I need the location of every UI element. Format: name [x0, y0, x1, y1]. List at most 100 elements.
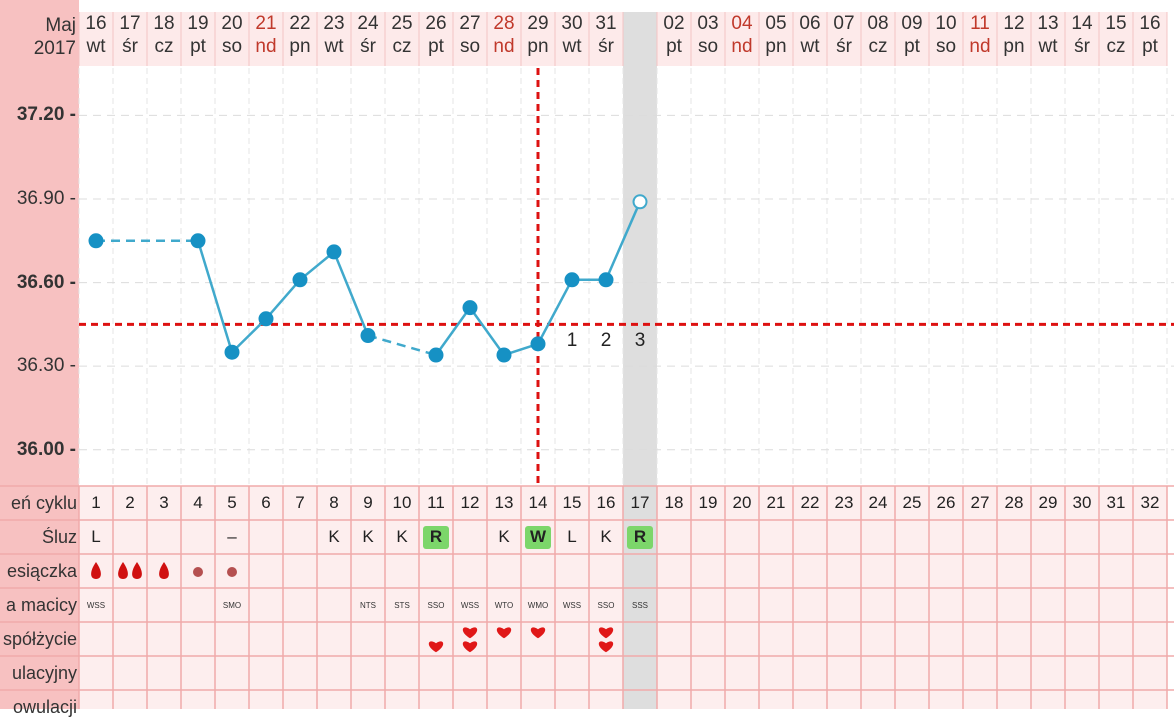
y-tick-label: 36.00 -	[16, 438, 76, 460]
date-day-number: 02	[663, 13, 685, 34]
table-cell-bg	[1065, 656, 1099, 690]
table-cell-bg	[113, 690, 147, 709]
table-cell-bg	[385, 690, 419, 709]
table-cell-bg	[861, 486, 895, 520]
table-cell-bg	[589, 520, 623, 554]
menstruation-drop-icon	[159, 562, 169, 579]
table-cell-bg	[79, 520, 113, 554]
menstruation-drop-icon	[132, 562, 142, 579]
table-cell-bg	[79, 486, 113, 520]
cycle-day-number: 14	[528, 493, 548, 512]
temperature-point	[530, 336, 546, 352]
table-cell-bg	[963, 554, 997, 588]
cycle-day-number: 23	[834, 493, 854, 512]
table-cell-bg	[283, 554, 317, 588]
date-day-number: 21	[255, 13, 277, 34]
table-cell-bg	[895, 554, 929, 588]
spotting-dot	[193, 567, 203, 577]
date-weekday: nd	[255, 36, 277, 57]
date-day-number: 04	[731, 13, 753, 34]
cycle-day-number: 30	[1072, 493, 1092, 512]
table-cell-bg	[861, 554, 895, 588]
date-day-number: 17	[119, 13, 141, 34]
mucus-value: L	[567, 527, 577, 546]
table-cell-bg	[963, 622, 997, 656]
heart-icon	[462, 641, 478, 653]
table-cell-bg	[963, 690, 997, 709]
table-cell-bg	[1065, 486, 1099, 520]
post-ovulation-count: 2	[600, 330, 612, 352]
temperature-line	[536, 279, 574, 345]
mucus-highlight	[423, 526, 449, 549]
date-header-cell: 19 pt	[181, 12, 215, 66]
table-cell-bg	[861, 690, 895, 709]
table-cell-bg	[181, 520, 215, 554]
table-cell-bg	[1031, 520, 1065, 554]
cycle-day-number: 12	[460, 493, 480, 512]
table-cell-bg	[759, 554, 793, 588]
table-cell-bg	[317, 656, 351, 690]
table-cell-bg	[997, 622, 1031, 656]
date-header-cell: 25 cz	[385, 12, 419, 66]
temperature-point-open	[632, 194, 648, 210]
table-cell-bg	[147, 690, 181, 709]
date-day-number: 16	[1139, 13, 1161, 34]
date-weekday: śr	[360, 36, 376, 57]
date-day-number: 13	[1037, 13, 1059, 34]
temperature-line	[332, 251, 370, 336]
y-tick-label: 36.60 -	[16, 271, 76, 293]
cycle-day-number: 18	[664, 493, 684, 512]
table-cell-bg	[657, 690, 691, 709]
table-cell-bg	[997, 690, 1031, 709]
date-weekday: nd	[731, 36, 753, 57]
date-weekday: pt	[428, 36, 444, 57]
table-cell-bg	[283, 520, 317, 554]
table-cell-bg	[317, 520, 351, 554]
table-cell-bg	[521, 690, 555, 709]
temperature-point	[496, 347, 512, 363]
table-cell-bg	[385, 520, 419, 554]
table-cell-bg	[963, 656, 997, 690]
table-cell-bg	[147, 486, 181, 520]
table-cell-bg	[895, 588, 929, 622]
table-cell-bg	[555, 656, 589, 690]
menstruation-drop-icon	[118, 562, 128, 579]
row-label: Śluz	[41, 527, 77, 547]
mucus-value: W	[529, 527, 547, 546]
temperature-point	[360, 328, 376, 344]
table-cell-bg	[283, 486, 317, 520]
table-cell-bg	[1031, 486, 1065, 520]
date-weekday: cz	[154, 36, 174, 57]
date-day-number: 24	[357, 13, 379, 34]
date-day-number: 12	[1003, 13, 1025, 34]
table-cell-bg	[521, 588, 555, 622]
date-weekday: pt	[904, 36, 920, 57]
heart-icon	[598, 641, 614, 653]
table-cell-bg	[521, 622, 555, 656]
today-band	[623, 12, 657, 709]
post-ovulation-count: 3	[634, 330, 646, 352]
cycle-day-number: 8	[329, 493, 339, 512]
date-weekday: śr	[122, 36, 138, 57]
table-cell-bg	[691, 656, 725, 690]
date-weekday: wt	[1038, 36, 1058, 57]
mucus-highlight	[627, 526, 653, 549]
table-cell-bg	[895, 656, 929, 690]
temperature-point	[326, 244, 342, 260]
table-cell-bg	[249, 554, 283, 588]
table-cell-bg	[487, 554, 521, 588]
date-header-cell: 13 wt	[1031, 12, 1065, 66]
y-tick-label: 37.20 -	[16, 104, 76, 126]
date-header-cell: 08 cz	[861, 12, 895, 66]
cervix-value: WSS	[86, 601, 106, 610]
table-cell-bg	[1065, 622, 1099, 656]
table-cell-bg	[997, 486, 1031, 520]
date-day-number: 03	[697, 13, 719, 34]
date-weekday: wt	[800, 36, 820, 57]
table-cell-bg	[997, 588, 1031, 622]
table-cell-bg	[691, 520, 725, 554]
table-cell-bg	[453, 588, 487, 622]
date-header-cell: 16 wt	[79, 12, 113, 66]
table-cell-bg	[1099, 520, 1133, 554]
